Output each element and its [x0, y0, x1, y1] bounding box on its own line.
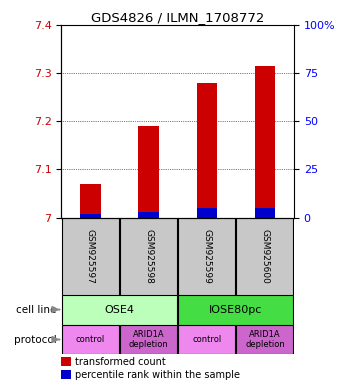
Bar — [80, 214, 100, 218]
Bar — [62, 324, 119, 354]
Text: OSE4: OSE4 — [104, 305, 134, 314]
Bar — [178, 295, 293, 324]
Bar — [236, 324, 293, 354]
Bar — [62, 218, 119, 295]
Bar — [138, 212, 159, 218]
Text: IOSE80pc: IOSE80pc — [209, 305, 262, 314]
Text: ARID1A
depletion: ARID1A depletion — [245, 330, 285, 349]
Text: control: control — [76, 335, 105, 344]
Text: GSM925600: GSM925600 — [260, 228, 270, 283]
Bar — [236, 218, 293, 295]
Text: cell line: cell line — [16, 305, 57, 314]
Text: GSM925599: GSM925599 — [202, 228, 211, 283]
Text: ARID1A
depletion: ARID1A depletion — [129, 330, 168, 349]
Bar — [61, 370, 71, 379]
Bar — [138, 126, 159, 218]
Bar — [61, 357, 71, 366]
Bar — [197, 208, 217, 218]
Bar — [120, 324, 177, 354]
Text: protocol: protocol — [14, 334, 57, 344]
Bar — [197, 83, 217, 218]
Title: GDS4826 / ILMN_1708772: GDS4826 / ILMN_1708772 — [91, 11, 264, 24]
Text: GSM925598: GSM925598 — [144, 228, 153, 283]
Bar — [178, 218, 235, 295]
Text: percentile rank within the sample: percentile rank within the sample — [75, 369, 240, 379]
Bar — [120, 218, 177, 295]
Bar — [255, 66, 275, 218]
Text: control: control — [192, 335, 221, 344]
Bar — [255, 208, 275, 218]
Bar — [80, 184, 100, 218]
Bar — [62, 295, 177, 324]
Bar — [178, 324, 235, 354]
Text: transformed count: transformed count — [75, 357, 166, 367]
Text: GSM925597: GSM925597 — [86, 228, 95, 283]
